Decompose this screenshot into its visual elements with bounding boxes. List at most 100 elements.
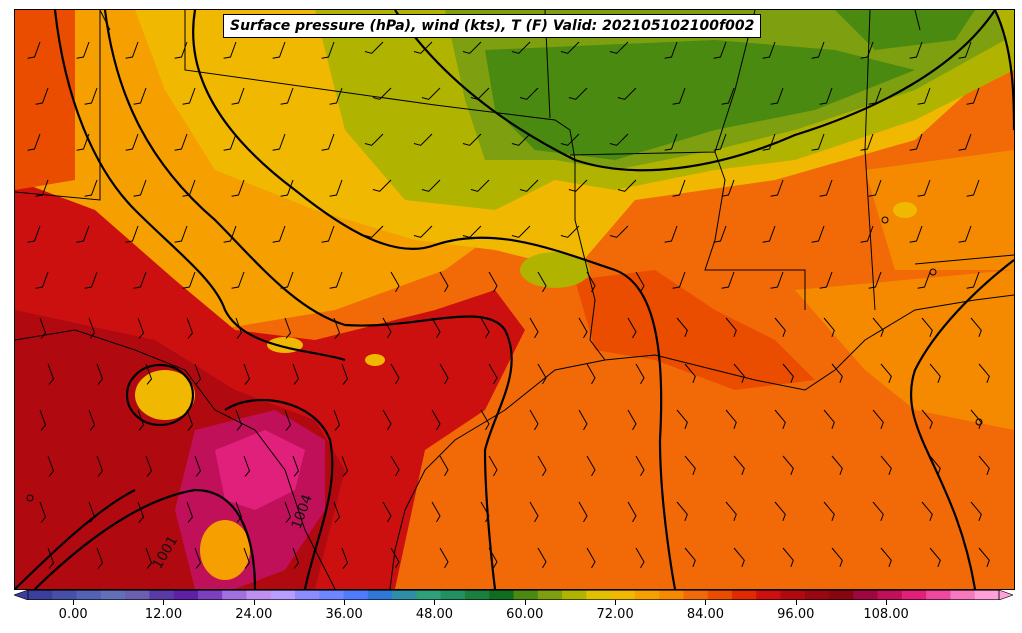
colorbar-overflow-arrow (998, 590, 1013, 600)
calm-wind-marker (975, 418, 983, 426)
wind-barb (872, 409, 884, 429)
wind-barb (88, 501, 96, 523)
wind-barb (462, 133, 482, 146)
isobar-closed-low (125, 363, 195, 427)
wind-barb (364, 225, 384, 238)
wind-barb (480, 501, 490, 523)
wind-barb (819, 271, 833, 289)
wind-barb (182, 271, 196, 289)
colorbar-segment (610, 590, 636, 600)
wind-barb (609, 41, 629, 54)
wind-barb (782, 455, 794, 475)
wind-barb (341, 363, 349, 385)
wind-barb (819, 87, 833, 105)
wind-barb (868, 87, 882, 105)
country-border (15, 329, 336, 589)
wind-barb (831, 547, 843, 567)
state-border (864, 10, 876, 311)
wind-barb (96, 547, 104, 569)
wind-barb (96, 363, 104, 385)
wind-barb (537, 271, 547, 293)
wind-barb (284, 501, 292, 523)
wind-barb (966, 271, 980, 289)
wind-barb (774, 501, 786, 521)
colorbar-segment (731, 590, 757, 600)
wind-barb (672, 87, 686, 105)
wind-barb (462, 41, 482, 54)
colorbar-segment (173, 590, 199, 600)
wind-barb (223, 41, 237, 59)
wind-barb (823, 501, 835, 521)
wind-barb (560, 41, 580, 54)
wind-barb (390, 547, 400, 569)
wind-barb (811, 41, 825, 59)
isobar (103, 10, 513, 589)
colorbar-segment (343, 590, 369, 600)
colorbar-segment (634, 590, 660, 600)
colorbar-segment (804, 590, 830, 600)
wind-barb (770, 87, 784, 105)
wind-barb (921, 409, 933, 429)
wind-barb (382, 409, 392, 431)
wind-barb (676, 501, 688, 521)
wind-barb (223, 133, 237, 151)
wind-barb (292, 547, 300, 569)
colorbar-tick (73, 600, 75, 605)
colorbar-segment (683, 590, 709, 600)
colorbar-underflow-arrow (14, 590, 29, 600)
colorbar-segment (780, 590, 806, 600)
wind-barb (39, 501, 47, 523)
wind-barb (721, 271, 735, 289)
wind-barb (439, 363, 449, 385)
colorbar-tick (886, 600, 888, 605)
wind-barb (280, 179, 294, 197)
wind-barb (762, 41, 776, 59)
wind-barb (880, 363, 892, 383)
wind-barb (145, 547, 153, 569)
wind-barb (627, 501, 637, 523)
colorbar-segment (756, 590, 782, 600)
wind-barb (635, 271, 645, 293)
colorbar-tick (163, 600, 165, 605)
colorbar-segment (197, 590, 223, 600)
wind-barb (586, 455, 596, 477)
wind-barb (733, 455, 745, 475)
colorbar-tick-label: 36.00 (325, 607, 363, 622)
calm-wind-marker (26, 494, 34, 502)
wind-barb (280, 87, 294, 105)
map-title: Surface pressure (hPa), wind (kts), T (F… (223, 14, 762, 38)
colorbar-segment (926, 590, 951, 600)
wind-barb (970, 409, 982, 429)
wind-barb (137, 317, 145, 339)
wind-barb (958, 225, 972, 243)
wind-barb (35, 87, 49, 105)
wind-barb (231, 271, 245, 289)
wind-barb (284, 317, 292, 339)
wind-barb (578, 317, 588, 339)
state-border (15, 10, 101, 201)
wind-barb (84, 87, 98, 105)
cool-spot (200, 520, 250, 580)
isobar (15, 489, 136, 589)
wind-barb (333, 409, 341, 431)
wind-barb (480, 409, 490, 431)
wind-barb (272, 133, 286, 151)
wind-barb (831, 455, 843, 475)
wind-barb (966, 179, 980, 197)
cool-spot (893, 202, 917, 218)
wind-barb (421, 87, 441, 100)
wind-barb (488, 455, 498, 477)
colorbar-segment (659, 590, 684, 600)
wind-barb (860, 41, 874, 59)
wind-barb (341, 547, 349, 569)
wind-barb (235, 317, 243, 339)
wind-barb (88, 409, 96, 431)
wind-barb (431, 409, 441, 431)
wind-barb (782, 547, 794, 567)
colorbar (14, 590, 1013, 600)
temp-band-green (485, 40, 915, 160)
wind-barb (970, 317, 982, 337)
colorbar-ticks: 0.00 12.00 24.00 36.00 48.00 60.00 72.00 84.00 9… (0, 600, 1022, 630)
wind-barb (76, 41, 90, 59)
isobar (34, 488, 257, 589)
